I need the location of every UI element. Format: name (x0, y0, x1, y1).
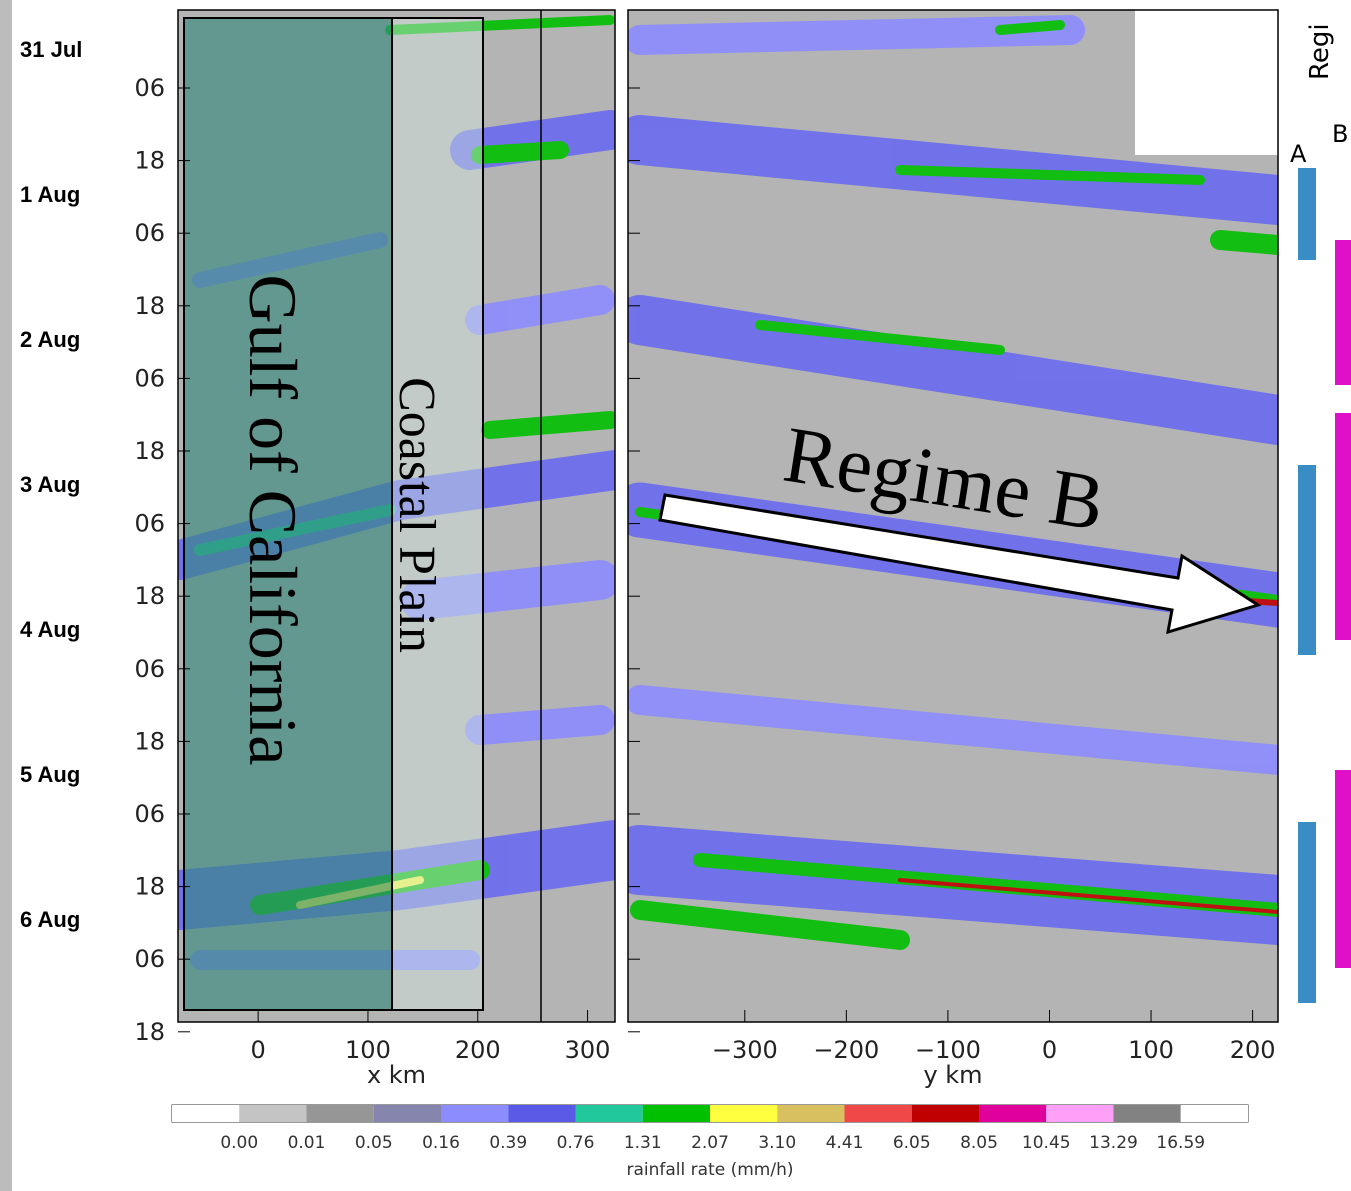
colorbar-tick-label: 8.05 (960, 1133, 998, 1153)
time-label: 18 (134, 437, 165, 465)
coastal-box (391, 17, 484, 1011)
time-label: 06 (134, 945, 165, 973)
colorbar-cell (575, 1105, 643, 1122)
colorbar-tick-label: 2.07 (691, 1133, 729, 1153)
colorbar-cell (306, 1105, 374, 1122)
gulf-label: Gulf of California (235, 275, 311, 766)
left-frame (177, 9, 616, 1023)
colorbar-tick-label: 0.05 (355, 1133, 393, 1153)
colorbar-cell (508, 1105, 576, 1122)
right-frame (627, 9, 1279, 1023)
colorbar-cell (777, 1105, 845, 1122)
time-label: 06 (134, 219, 165, 247)
regime-arrow (658, 493, 1262, 635)
colorbar-cell (979, 1105, 1047, 1122)
colorbar-cell (844, 1105, 912, 1122)
gulf-box (183, 17, 393, 1011)
colorbar-cell (911, 1105, 979, 1122)
x-axis-label: x km (367, 1061, 426, 1089)
time-label: 06 (134, 655, 165, 683)
x-tick-label: −100 (915, 1036, 981, 1064)
colorbar-cell (172, 1105, 240, 1122)
x-tick-label: 300 (565, 1036, 611, 1064)
colorbar-cell (441, 1105, 509, 1122)
x-tick-label: 100 (345, 1036, 391, 1064)
colorbar-tick-label: 13.29 (1089, 1133, 1138, 1153)
colorbar-tick-label: 10.45 (1022, 1133, 1071, 1153)
colorbar-tick-label: 4.41 (826, 1133, 864, 1153)
colorbar-tick-label: 0.76 (557, 1133, 595, 1153)
x-tick-label: 0 (251, 1036, 266, 1064)
x-tick-label: −200 (813, 1036, 879, 1064)
x-tick-label: 200 (455, 1036, 501, 1064)
regime-b-col-label: B (1332, 120, 1348, 148)
date-label: 4 Aug (20, 617, 80, 642)
date-label: 3 Aug (20, 472, 80, 497)
colorbar-tick-label: 0.01 (288, 1133, 326, 1153)
date-label: 1 Aug (20, 182, 80, 207)
time-label: 18 (134, 582, 165, 610)
time-label: 18 (134, 147, 165, 175)
x-tick-label: 0 (1042, 1036, 1057, 1064)
date-label: 5 Aug (20, 762, 80, 787)
regime-a-label: A (1290, 140, 1307, 168)
colorbar-tick-label: 0.16 (422, 1133, 460, 1153)
colorbar-tick-label: 0.00 (220, 1133, 258, 1153)
colorbar-cell (1046, 1105, 1114, 1122)
colorbar-tick-label: 0.39 (489, 1133, 527, 1153)
regime-bars (1298, 168, 1351, 1003)
time-label: 18 (134, 873, 165, 901)
colorbar-tick-label: 6.05 (893, 1133, 931, 1153)
time-label: 18 (134, 292, 165, 320)
coastal-label: Coastal Plain (388, 377, 445, 653)
x-tick-label: −300 (712, 1036, 778, 1064)
time-label: 06 (134, 510, 165, 538)
colorbar-cell (710, 1105, 778, 1122)
x-axis-label: y km (923, 1061, 982, 1089)
time-label: 06 (134, 74, 165, 102)
date-label: 2 Aug (20, 327, 80, 352)
colorbar-tick-label: 1.31 (624, 1133, 662, 1153)
time-label: 18 (134, 727, 165, 755)
colorbar-cell (239, 1105, 307, 1122)
colorbar-cell (1180, 1105, 1248, 1122)
time-label: 06 (134, 800, 165, 828)
regime-header: Regi (1305, 23, 1335, 80)
edge-strip (0, 0, 12, 1191)
colorbar-label: rainfall rate (mm/h) (627, 1160, 794, 1180)
colorbar-tick-label: 16.59 (1156, 1133, 1205, 1153)
colorbar-cell (1113, 1105, 1181, 1122)
date-label: 31 Jul (20, 37, 82, 62)
colorbar-tick-label: 3.10 (758, 1133, 796, 1153)
colorbar-cell (642, 1105, 710, 1122)
colorbar-cell (373, 1105, 441, 1122)
x-tick-label: 200 (1230, 1036, 1276, 1064)
time-label: 06 (134, 364, 165, 392)
time-label: 18 (134, 1018, 165, 1046)
x-tick-label: 100 (1128, 1036, 1174, 1064)
date-label: 6 Aug (20, 907, 80, 932)
